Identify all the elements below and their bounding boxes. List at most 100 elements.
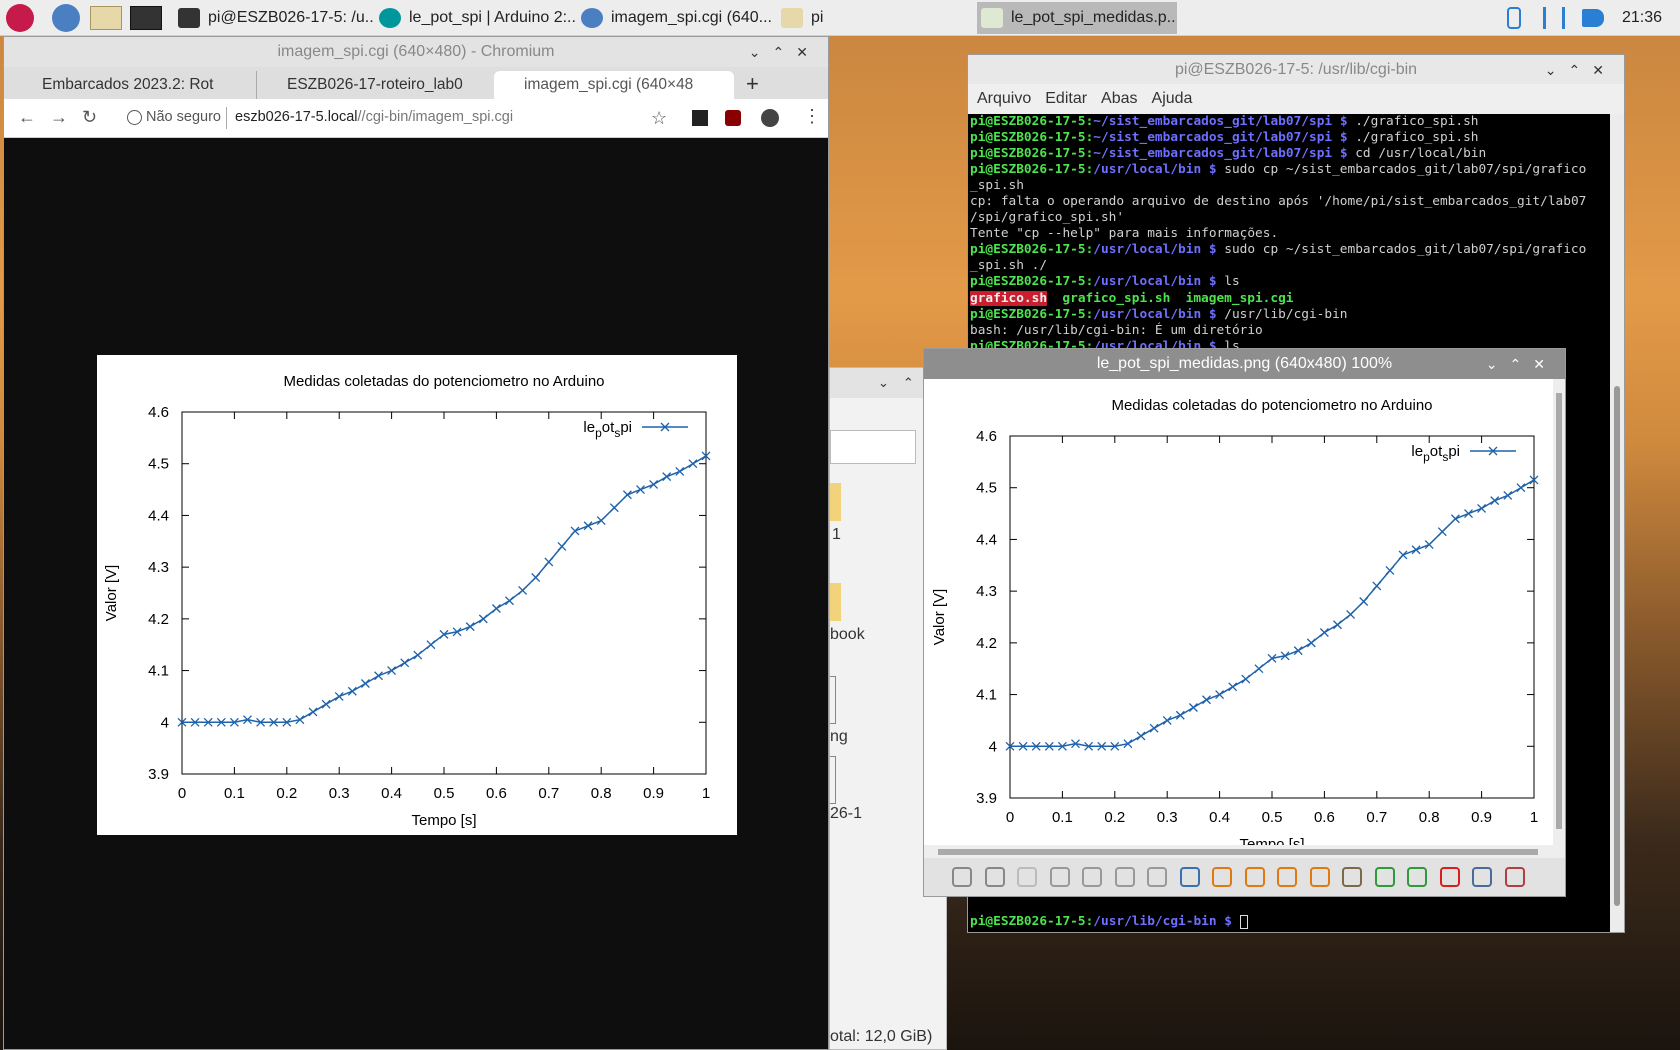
terminal-line: pi@ESZB026-17-5:/usr/local/bin $ /usr/lib… [970,307,1610,323]
tab[interactable]: Embarcados 2023.2: Rot [12,71,252,99]
x-tick-label: 0.7 [538,785,559,802]
tool-button[interactable] [1179,867,1200,887]
tab[interactable]: ESZB026-17-roteiro_lab0 [256,71,492,99]
url[interactable]: eszb026-17-5.local//cgi-bin/imagem_spi.c… [235,109,513,125]
network-icon[interactable] [1543,7,1565,29]
task-label: le_pot_spi_medidas.p... [1011,9,1177,26]
file-icon[interactable] [830,676,836,724]
tool-button[interactable] [1114,867,1135,887]
menu-item[interactable]: Editar [1045,90,1088,107]
window-buttons[interactable]: ⌄⌃✕ [748,44,820,60]
tool-button[interactable] [1277,867,1297,887]
terminal-output: pi@ESZB026-17-5:~/sist_embarcados_git/la… [970,114,1610,932]
tool-button[interactable] [1309,867,1330,887]
info-icon[interactable] [127,110,142,125]
tool-button[interactable] [1244,867,1265,887]
x-tick-label: 0.8 [591,785,612,802]
tab-active[interactable]: imagem_spi.cgi (640×48 [494,71,734,99]
x-tick-label: 0.9 [1471,809,1492,826]
task-button[interactable]: pi [777,2,857,34]
y-tick-label: 4.4 [976,531,997,548]
data-point [1398,550,1408,560]
nav-buttons[interactable]: ←→↻ [18,107,112,127]
menu-button[interactable]: ⋮ [803,106,821,126]
x-axis-label: Tempo [s] [411,812,476,829]
output: Tente "cp --help" para mais informações. [970,226,1279,242]
task-button[interactable]: le_pot_spi_medidas.p... [977,2,1177,34]
terminal-line: pi@ESZB026-17-5:/usr/local/bin $ sudo cp … [970,162,1610,178]
terminal-line: pi@ESZB026-17-5:~/sist_embarcados_git/la… [970,114,1610,130]
scroll-thumb[interactable] [1614,386,1620,906]
prompt-path: /usr/local/bin $ [1093,274,1217,290]
x-axis-label: Tempo [s] [1239,836,1304,845]
files-launcher[interactable] [90,6,122,30]
horizontal-scrollbar[interactable] [924,845,1565,858]
data-point [1123,739,1133,749]
tool-button[interactable] [1374,867,1395,887]
scroll-thumb[interactable] [938,849,1538,855]
terminal-line: _spi.sh [970,178,1610,194]
tool-button[interactable] [1082,867,1102,887]
profile-icon[interactable] [761,109,779,127]
vertical-scrollbar[interactable] [1553,379,1565,845]
data-point [243,715,252,725]
browser-launcher[interactable] [52,4,80,32]
menu-button[interactable] [6,4,34,32]
tool-button[interactable] [952,867,972,887]
data-point [570,526,580,536]
title-bar: le_pot_spi_medidas.png (640x480) 100% ⌄⌃… [924,349,1565,379]
tool-button[interactable] [1017,867,1037,887]
data-point [1450,514,1460,524]
data-point [1241,674,1251,684]
data-point [1490,496,1500,506]
menu-item[interactable]: Abas [1101,90,1138,107]
url-path: //cgi-bin/imagem_spi.cgi [357,109,514,125]
tool-button[interactable] [1147,867,1167,887]
new-tab-button[interactable]: + [746,71,759,96]
bluetooth-icon[interactable] [1507,7,1521,29]
y-tick-label: 4.6 [976,428,997,445]
x-tick-label: 0.3 [1157,809,1178,826]
tool-button[interactable] [1472,867,1492,887]
file-icon[interactable] [830,756,836,804]
y-tick-label: 4.2 [976,635,997,652]
window-buttons[interactable]: ⌄⌃✕ [1485,356,1557,372]
folder-icon[interactable] [830,483,841,521]
file-label: ng [830,728,848,745]
window-buttons[interactable]: ⌄⌃✕ [1544,62,1616,78]
tool-button[interactable] [1504,867,1525,887]
extension-icon[interactable] [692,110,708,126]
menu-item[interactable]: Ajuda [1151,90,1193,107]
menu-item[interactable]: Arquivo [977,90,1032,107]
folder-icon[interactable] [830,583,841,621]
task-button[interactable]: pi@ESZB026-17-5: /u... [174,2,374,34]
prompt-path: /usr/local/bin $ [1093,162,1217,178]
extension-icon[interactable] [725,110,741,126]
data-point [400,658,410,668]
tool-button[interactable] [984,867,1005,887]
tool-button[interactable] [1342,867,1362,887]
x-tick-label: 0.9 [643,785,664,802]
bookmark-star[interactable]: ☆ [651,108,668,128]
status-bar: otal: 12,0 GiB) [830,1028,933,1045]
legend-marker [1488,446,1498,456]
window-buttons[interactable]: ⌄⌃ [878,375,928,390]
data-point [269,717,279,727]
tool-button[interactable] [1439,867,1460,887]
scrollbar[interactable] [1610,114,1624,932]
tool-button[interactable] [1407,867,1427,887]
data-point [1372,581,1382,591]
scroll-thumb[interactable] [1556,393,1562,829]
tool-button[interactable] [1212,867,1232,887]
volume-icon[interactable] [1582,9,1604,27]
terminal-launcher[interactable] [130,6,162,30]
search-box[interactable] [830,430,916,464]
tool-button[interactable] [1049,867,1070,887]
prompt-path: /usr/local/bin $ [1093,306,1217,322]
task-button[interactable]: imagem_spi.cgi (640... [577,2,777,34]
task-button[interactable]: le_pot_spi | Arduino 2:... [375,2,577,34]
data-point [1228,682,1238,692]
data-point [177,717,187,727]
y-tick-label: 4.6 [148,404,169,421]
window-title: pi@ESZB026-17-5: /usr/lib/cgi-bin [1174,61,1418,78]
